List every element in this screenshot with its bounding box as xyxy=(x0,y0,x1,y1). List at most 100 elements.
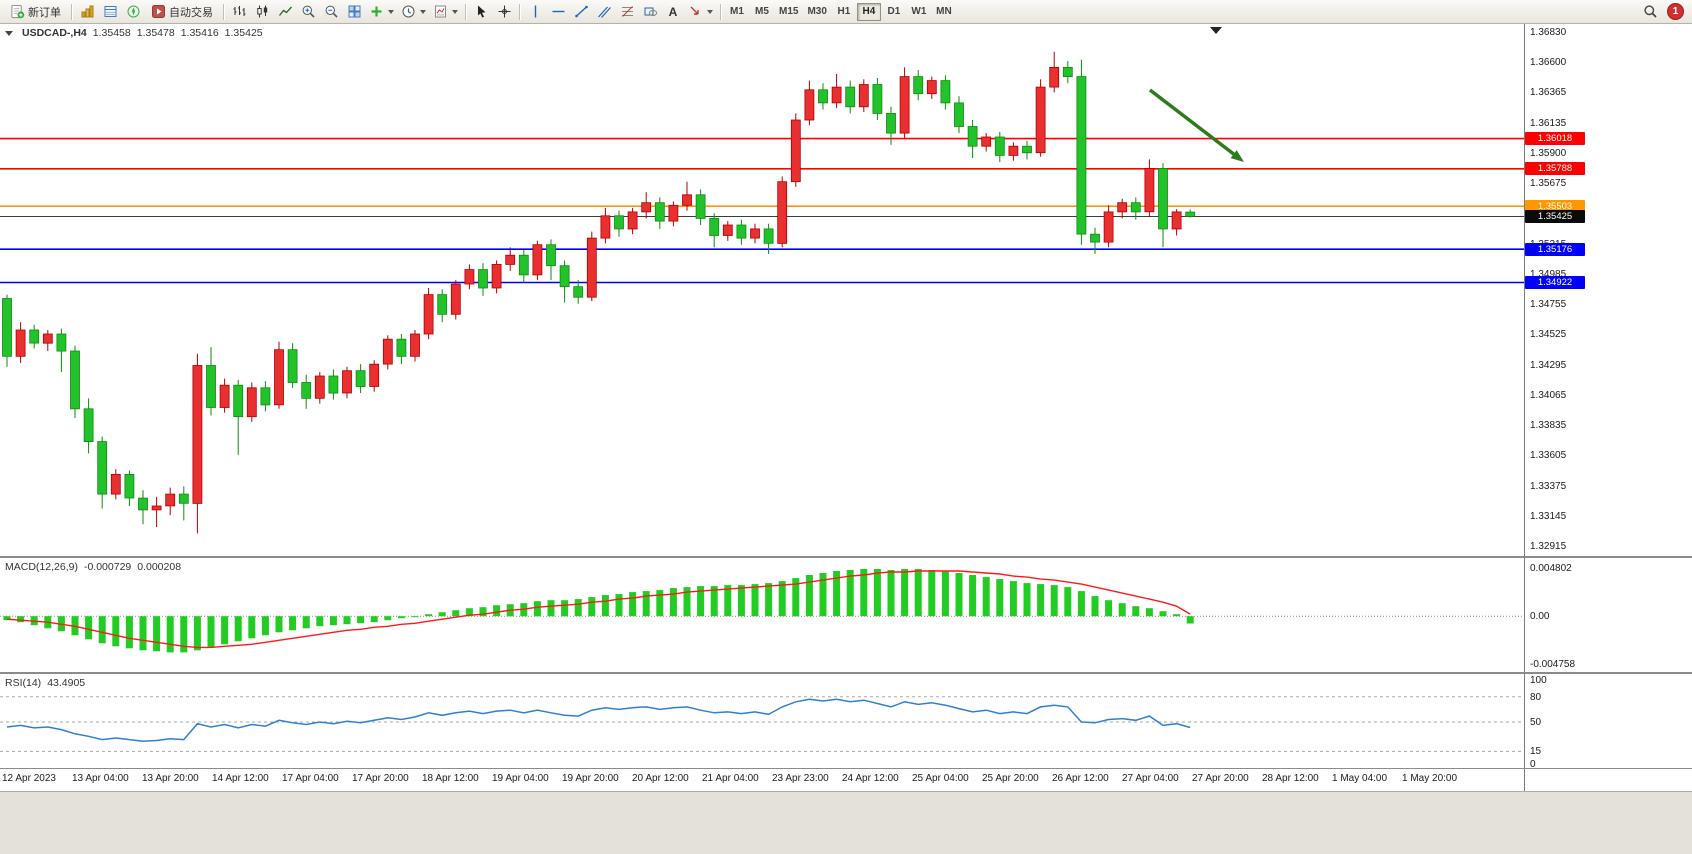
chart-close-value: 1.35425 xyxy=(224,27,263,39)
fibonacci-icon xyxy=(621,6,633,17)
data-window-icon xyxy=(104,6,116,17)
templates-button[interactable] xyxy=(430,2,461,22)
text-tool-icon: A xyxy=(668,4,678,19)
rsi-line xyxy=(6,698,1191,743)
bar-chart-button[interactable] xyxy=(228,2,250,22)
price-axis-label: 1.34525 xyxy=(1530,329,1567,341)
new-order-icon xyxy=(11,4,25,19)
timeframe-m30-button[interactable]: M30 xyxy=(803,3,830,21)
rsi-chart[interactable] xyxy=(0,674,1524,768)
macd-panel[interactable]: MACD(12,26,9) -0.000729 0.000208 0.00480… xyxy=(0,558,1692,674)
price-line-badge: 1.35503 xyxy=(1525,199,1585,213)
vertical-line-tool-button[interactable] xyxy=(524,2,546,22)
time-axis-label: 24 Apr 12:00 xyxy=(842,773,899,784)
shapes-icon xyxy=(644,7,657,17)
timeframe-h4-button[interactable]: H4 xyxy=(856,2,881,21)
chart-collapse-icon[interactable] xyxy=(5,30,13,36)
time-axis-label: 27 Apr 04:00 xyxy=(1122,773,1179,784)
trendline-tool-button[interactable] xyxy=(570,2,592,22)
tile-windows-icon xyxy=(348,5,360,18)
candlestick-chart[interactable] xyxy=(0,24,1524,556)
time-axis-label: 13 Apr 04:00 xyxy=(72,773,129,784)
rsi-axis-label: 0 xyxy=(1530,759,1536,769)
time-axis-label: 21 Apr 04:00 xyxy=(702,773,759,784)
new-order-button[interactable]: 新订单 xyxy=(4,2,67,22)
candles-layer xyxy=(2,51,1196,534)
notification-badge[interactable]: 1 xyxy=(1667,3,1684,20)
time-axis[interactable]: 12 Apr 2023 13 Apr 04:00 13 Apr 20:00 14 Ap… xyxy=(0,769,1692,792)
time-axis-label: 25 Apr 20:00 xyxy=(982,773,1039,784)
candlestick-chart-button[interactable] xyxy=(251,2,273,22)
add-indicator-icon xyxy=(371,6,382,17)
macd-axis-label: -0.004758 xyxy=(1530,659,1576,670)
timeframe-mn-button[interactable]: MN xyxy=(932,3,956,21)
time-axis-border xyxy=(1524,769,1525,791)
cursor-tool-button[interactable] xyxy=(470,2,492,22)
arrows-caret-icon xyxy=(707,9,713,14)
trend-arrow-annotation[interactable] xyxy=(1148,88,1238,158)
add-indicator-button[interactable] xyxy=(366,2,397,22)
timeframe-d1-button[interactable]: D1 xyxy=(882,3,906,21)
price-line-badge: 1.35176 xyxy=(1525,242,1585,256)
shapes-tool-button[interactable] xyxy=(639,2,661,22)
time-axis-label: 18 Apr 12:00 xyxy=(422,773,479,784)
timeframe-m1-button[interactable]: M1 xyxy=(725,3,749,21)
timeframe-h1-button[interactable]: H1 xyxy=(832,3,856,21)
timeframe-m5-button[interactable]: M5 xyxy=(750,3,774,21)
macd-histogram-layer xyxy=(3,569,1194,653)
macd-chart[interactable] xyxy=(0,558,1524,672)
vertical-line-icon xyxy=(534,5,536,18)
zoom-in-button[interactable] xyxy=(297,2,319,22)
price-axis-label: 1.36600 xyxy=(1530,57,1567,69)
chart-title: USDCAD-,H4 1.35458 1.35478 1.35416 1.354… xyxy=(5,27,263,39)
chart-symbol-period: USDCAD-,H4 xyxy=(22,27,87,39)
channel-tool-button[interactable] xyxy=(593,2,615,22)
price-axis-label: 1.35675 xyxy=(1530,178,1567,190)
market-watch-button[interactable] xyxy=(76,2,98,22)
main-chart-panel[interactable]: USDCAD-,H4 1.35458 1.35478 1.35416 1.354… xyxy=(0,24,1692,558)
rsi-axis-label: 80 xyxy=(1530,691,1542,703)
tile-windows-button[interactable] xyxy=(343,2,365,22)
text-tool-button[interactable]: A xyxy=(662,2,684,22)
navigator-icon xyxy=(127,5,139,18)
timeframe-w1-button[interactable]: W1 xyxy=(907,3,931,21)
price-axis-label: 1.34755 xyxy=(1530,299,1567,311)
macd-signal-line xyxy=(6,570,1191,649)
line-chart-button[interactable] xyxy=(274,2,296,22)
horizontal-line-tool-button[interactable] xyxy=(547,2,569,22)
auto-trading-label: 自动交易 xyxy=(169,6,213,19)
time-axis-label: 27 Apr 20:00 xyxy=(1192,773,1249,784)
chart-shift-marker-icon[interactable] xyxy=(1210,27,1222,34)
chart-low-value: 1.35416 xyxy=(180,27,219,39)
candlestick-chart-icon xyxy=(256,5,267,18)
crosshair-tool-button[interactable] xyxy=(493,2,515,22)
time-axis-label: 28 Apr 12:00 xyxy=(1262,773,1319,784)
search-button[interactable] xyxy=(1639,2,1661,22)
toolbar-separator xyxy=(720,3,721,20)
time-axis-label: 14 Apr 12:00 xyxy=(212,773,269,784)
navigator-button[interactable] xyxy=(122,2,144,22)
crosshair-icon xyxy=(498,5,510,18)
periods-button[interactable] xyxy=(398,2,429,22)
timeframe-m15-button[interactable]: M15 xyxy=(775,3,802,21)
trendline-icon xyxy=(574,5,588,18)
macd-axis-label: 0.004802 xyxy=(1530,563,1572,574)
fibonacci-tool-button[interactable] xyxy=(616,2,638,22)
price-axis-label: 1.34295 xyxy=(1530,359,1567,371)
arrow-tool-icon xyxy=(690,6,699,15)
line-chart-icon xyxy=(278,6,292,16)
rsi-panel[interactable]: RSI(14) 43.4905 100 80 50 15 0 xyxy=(0,674,1692,769)
zoom-out-button[interactable] xyxy=(320,2,342,22)
arrows-tool-button[interactable] xyxy=(685,2,716,22)
data-window-button[interactable] xyxy=(99,2,121,22)
auto-trading-button[interactable]: 自动交易 xyxy=(145,2,219,22)
time-axis-label: 13 Apr 20:00 xyxy=(142,773,199,784)
time-axis-label: 1 May 04:00 xyxy=(1332,773,1388,784)
add-indicator-caret-icon xyxy=(388,9,394,14)
time-axis-label: 17 Apr 20:00 xyxy=(352,773,409,784)
bar-chart-icon xyxy=(233,6,245,16)
rsi-axis-label: 15 xyxy=(1530,746,1542,758)
rsi-header: RSI(14) 43.4905 xyxy=(5,677,85,689)
templates-caret-icon xyxy=(452,9,458,14)
new-order-label: 新订单 xyxy=(28,6,61,19)
